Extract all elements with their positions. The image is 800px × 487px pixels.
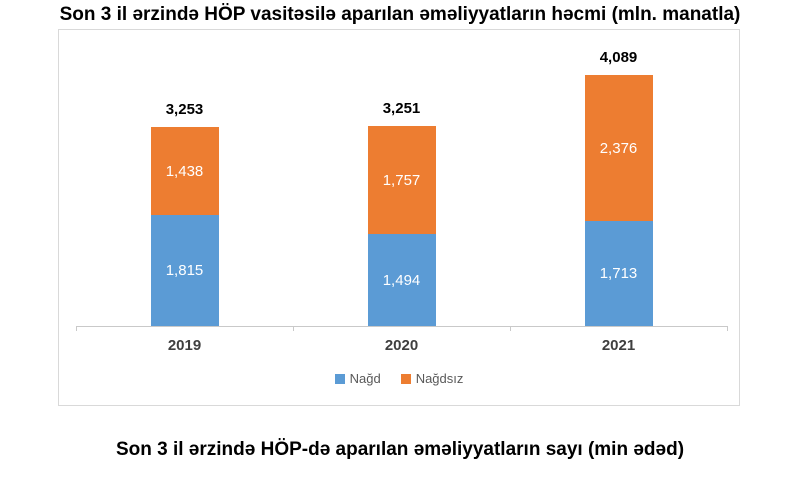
- plot-area: 1,815 1,438 3,253 2019 1,494 1,757 3,251 2020 1,…: [59, 30, 739, 405]
- bar-segment-nagdsiz: 1,757: [367, 126, 436, 234]
- bar-segment-nagd: 1,494: [367, 234, 436, 326]
- bar-segment-nagd: 1,815: [150, 215, 219, 326]
- x-axis-tick: [76, 326, 77, 331]
- legend-swatch-icon: [400, 373, 411, 384]
- x-axis-tick: [510, 326, 511, 331]
- total-label: 3,251: [382, 100, 421, 117]
- x-axis-line: [76, 326, 728, 327]
- legend-swatch-icon: [334, 373, 345, 384]
- bar-segment-nagdsiz: 1,438: [150, 127, 219, 215]
- x-axis-label: 2020: [384, 337, 419, 354]
- bar-segment-nagd: 1,713: [584, 221, 653, 326]
- chart-title-count: Son 3 il ərzində HÖP-də aparılan əməliyy…: [115, 439, 685, 460]
- legend-label: Nağdsız: [415, 371, 464, 386]
- chart-title-volume: Son 3 il ərzində HÖP vasitəsilə aparılan…: [59, 4, 741, 25]
- legend-item-nagd: Nağd: [334, 371, 381, 386]
- legend: Nağd Nağdsız: [59, 371, 739, 386]
- chart-area: 1,815 1,438 3,253 2019 1,494 1,757 3,251 2020 1,…: [58, 29, 740, 406]
- x-axis-label: 2019: [167, 337, 202, 354]
- x-axis-label: 2021: [601, 337, 636, 354]
- x-axis-tick: [293, 326, 294, 331]
- bar-segment-nagdsiz: 2,376: [584, 75, 653, 221]
- total-label: 3,253: [165, 101, 204, 118]
- legend-item-nagdsiz: Nağdsız: [400, 371, 464, 386]
- legend-label: Nağd: [349, 371, 381, 386]
- x-axis-tick: [727, 326, 728, 331]
- total-label: 4,089: [599, 49, 638, 66]
